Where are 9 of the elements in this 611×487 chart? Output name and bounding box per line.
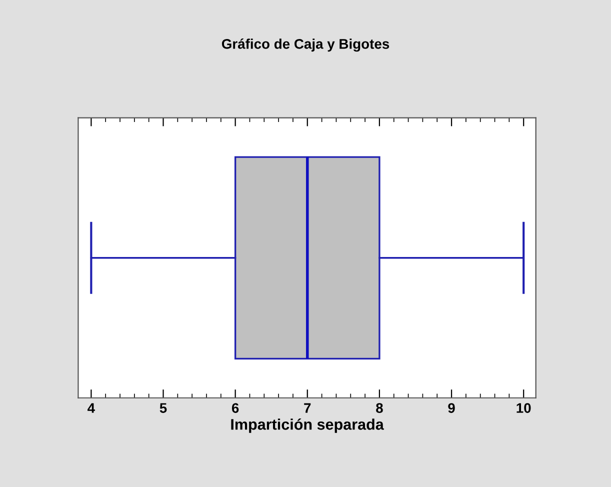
x-tick-label: 4 [88,403,95,413]
chart-title: Gráfico de Caja y Bigotes [222,38,390,52]
x-tick-label: 9 [448,403,455,413]
x-axis-title: Impartición separada [231,418,384,433]
x-tick-label: 10 [516,403,531,413]
x-tick-label: 7 [304,403,311,413]
x-tick-label: 8 [376,403,383,413]
x-tick-label: 6 [232,403,239,413]
x-tick-label: 5 [160,403,167,413]
